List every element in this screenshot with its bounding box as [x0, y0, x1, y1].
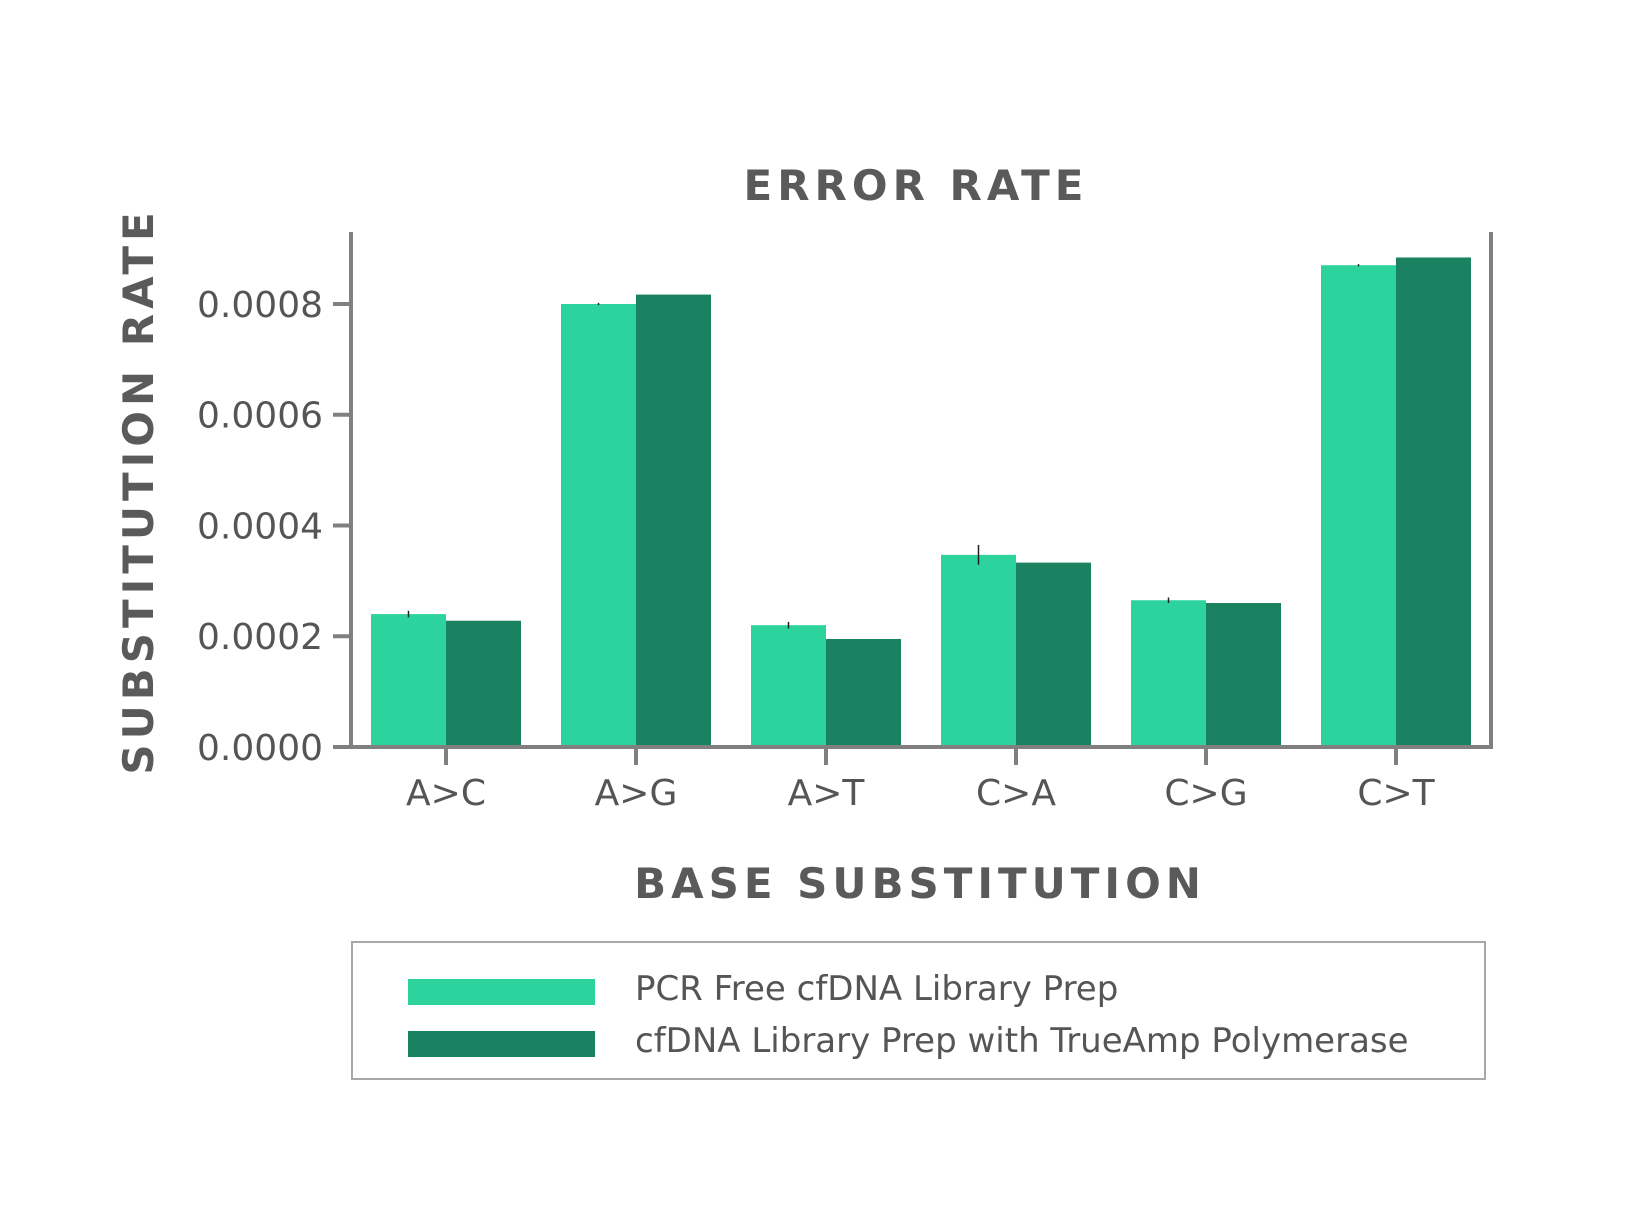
bar-2-c-to-g — [1206, 603, 1281, 747]
bar-2-a-to-g — [636, 294, 711, 747]
x-axis-label: BASE SUBSTITUTION — [634, 859, 1206, 908]
y-axis-label: SUBSTITUTION RATE — [114, 207, 163, 774]
x-tick-label: C>T — [1357, 773, 1435, 814]
legend: PCR Free cfDNA Library Prep cfDNA Librar… — [351, 941, 1486, 1080]
y-tick-label: 0.0008 — [197, 285, 323, 326]
bar-1-c-to-t — [1321, 265, 1396, 747]
bar-2-a-to-c — [446, 620, 521, 747]
x-tick-label: A>T — [788, 773, 866, 814]
y-tick-label: 0.0006 — [197, 396, 323, 437]
y-tick-label: 0.0004 — [197, 506, 323, 547]
y-tick-label: 0.0002 — [197, 617, 323, 658]
bar-1-a-to-t — [751, 625, 826, 747]
bar-1-c-to-g — [1131, 600, 1206, 747]
legend-swatch-series-1 — [408, 979, 595, 1005]
bar-2-c-to-t — [1396, 257, 1471, 747]
bar-2-c-to-a — [1016, 562, 1091, 747]
x-tick-label: C>G — [1164, 773, 1247, 814]
x-tick-label: A>G — [595, 773, 678, 814]
bar-1-c-to-a — [941, 554, 1016, 747]
bar-2-a-to-t — [826, 639, 901, 747]
legend-swatch-series-2 — [408, 1031, 595, 1057]
x-tick-label: A>C — [406, 773, 486, 814]
x-tick-label: C>A — [976, 773, 1056, 814]
bar-1-a-to-g — [561, 303, 636, 747]
chart-title: ERROR RATE — [744, 161, 1089, 210]
bar-1-a-to-c — [371, 614, 446, 747]
y-tick-label: 0.0000 — [197, 728, 323, 769]
legend-label-series-2: cfDNA Library Prep with TrueAmp Polymera… — [635, 1021, 1409, 1061]
plot-area: A>C A>G A>T C>A C>G C>T 0.0000 0.0002 0.0004 0.00… — [197, 232, 1493, 814]
legend-label-series-1: PCR Free cfDNA Library Prep — [635, 969, 1119, 1009]
